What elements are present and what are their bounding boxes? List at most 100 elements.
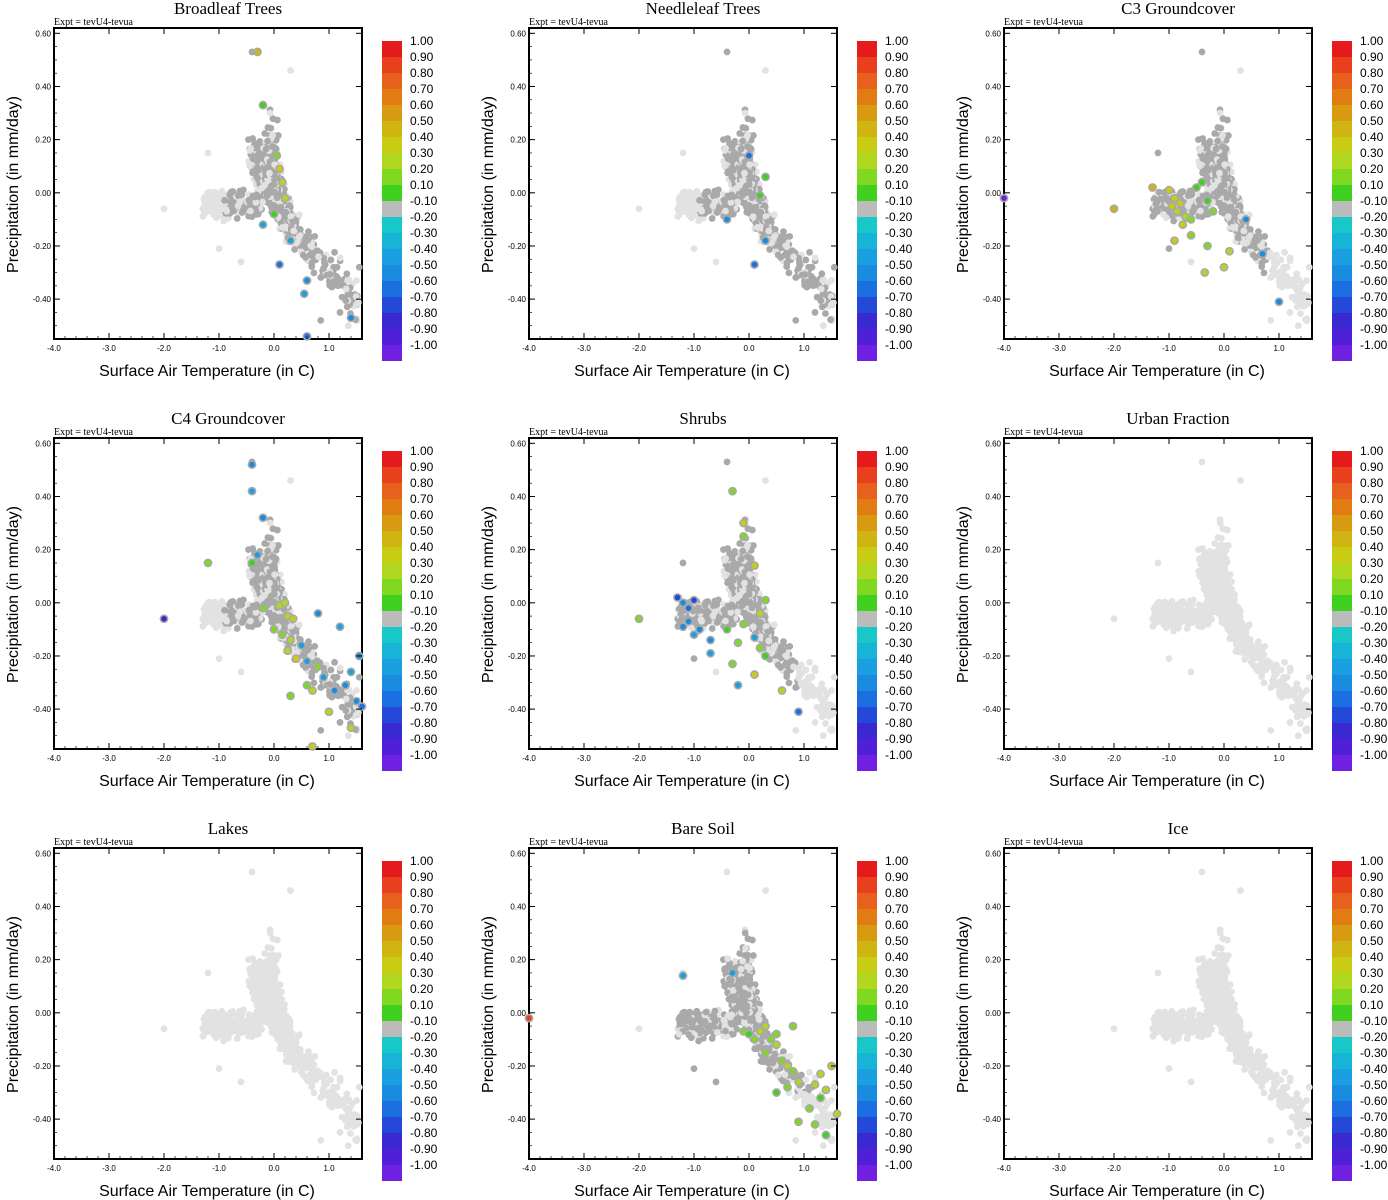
colored-point <box>1170 236 1179 246</box>
colorbar-label: 0.50 <box>410 114 434 128</box>
colored-point <box>761 172 770 182</box>
sensitive-point <box>1249 251 1257 259</box>
x-tick-label: 0.0 <box>1218 344 1230 353</box>
colorbar-swatch <box>857 153 877 169</box>
x-axis-label: Surface Air Temperature (in C) <box>1049 363 1265 380</box>
background-point <box>1196 162 1204 170</box>
colorbar-label: 0.30 <box>885 146 909 160</box>
expt-label: Expt = tevU4-tevua <box>529 17 609 28</box>
background-point <box>1286 309 1294 316</box>
background-point <box>744 131 751 139</box>
sensitive-point <box>724 135 732 142</box>
sensitive-point <box>744 143 751 150</box>
sensitive-point <box>783 259 791 267</box>
background-point <box>754 224 761 231</box>
colorbar-label: -0.30 <box>885 226 913 240</box>
background-point <box>1305 263 1313 271</box>
x-tick-label: -2.0 <box>632 344 646 353</box>
colorbar-swatch <box>382 345 402 361</box>
colored-point <box>1241 214 1251 224</box>
sensitive-point <box>308 259 316 267</box>
background-point <box>1258 243 1266 250</box>
colorbar-label: -0.20 <box>885 210 913 224</box>
plot-area <box>53 27 363 340</box>
colorbar-label: 0.20 <box>410 162 434 176</box>
sensitive-point <box>1234 234 1242 242</box>
background-point <box>1271 261 1279 269</box>
colorbar-label: 0.30 <box>410 146 434 160</box>
colorbar: 1.000.900.800.700.600.500.400.300.200.10… <box>1332 34 1388 361</box>
sensitive-point <box>1150 210 1158 218</box>
expt-label: Expt = tevU4-tevua <box>1004 17 1084 28</box>
x-tick-label: 1.0 <box>323 344 335 353</box>
colored-point <box>269 209 279 219</box>
background-point <box>1286 254 1294 262</box>
colorbar-swatch <box>1332 345 1352 361</box>
background-point <box>269 131 276 139</box>
background-point <box>234 202 242 210</box>
colored-point <box>1186 230 1196 240</box>
background-point <box>202 200 210 208</box>
colored-point <box>1200 268 1210 277</box>
x-tick-label: -1.0 <box>687 344 701 353</box>
colorbar-swatch <box>857 73 877 89</box>
colorbar: 1.000.900.800.700.600.500.400.300.200.10… <box>382 34 438 361</box>
sensitive-point <box>1224 132 1232 139</box>
sensitive-point <box>326 271 334 278</box>
sensitive-point <box>1154 149 1162 157</box>
colorbar-swatch <box>857 89 877 105</box>
background-point <box>1292 285 1300 293</box>
y-tick-label: -0.20 <box>508 242 527 251</box>
colorbar-label: -0.90 <box>885 322 913 336</box>
background-point <box>749 213 757 221</box>
colored-point <box>1225 246 1234 256</box>
colorbar-label: -0.80 <box>1360 306 1388 320</box>
y-tick-label: 0.60 <box>35 29 51 38</box>
sensitive-point <box>336 309 344 316</box>
colorbar-swatch <box>857 217 877 233</box>
colorbar-label: -0.40 <box>1360 242 1388 256</box>
colored-point <box>1186 214 1196 224</box>
colored-point <box>258 220 268 230</box>
background-point <box>689 197 697 205</box>
background-point <box>1243 239 1251 247</box>
background-point <box>811 254 819 262</box>
chart-title: Broadleaf Trees <box>174 0 282 18</box>
sensitive-point <box>238 209 246 216</box>
background-point <box>259 198 266 206</box>
background-point <box>1281 248 1288 256</box>
sensitive-point <box>342 297 350 305</box>
colorbar-label: -0.10 <box>885 194 913 208</box>
colorbar-label: 0.80 <box>1360 66 1384 80</box>
background-point <box>762 67 769 74</box>
sensitive-point <box>728 173 736 181</box>
background-point <box>1229 224 1236 231</box>
sensitive-point <box>233 215 241 222</box>
sensitive-point <box>1258 259 1266 267</box>
background-point <box>1240 227 1248 235</box>
colored-point <box>1109 204 1119 214</box>
background-point <box>1267 316 1275 324</box>
colorbar-label: -1.00 <box>410 338 438 352</box>
colorbar-swatch <box>1332 217 1352 233</box>
background-point <box>1297 310 1304 317</box>
background-point <box>741 109 749 117</box>
sensitive-point <box>801 271 809 278</box>
sensitive-point <box>1211 130 1219 137</box>
colorbar-label: -0.60 <box>885 274 913 288</box>
colorbar-swatch <box>382 201 402 217</box>
colorbar-label: -1.00 <box>1360 338 1388 352</box>
colorbar-label: -0.60 <box>410 274 438 288</box>
colorbar-label: 0.60 <box>885 98 909 112</box>
y-tick-label: -0.20 <box>33 242 52 251</box>
x-tick-label: -2.0 <box>1107 344 1121 353</box>
sensitive-point <box>289 218 297 226</box>
sensitive-point <box>262 145 270 153</box>
colorbar-label: -0.70 <box>410 290 438 304</box>
background-point <box>817 285 825 293</box>
colorbar-swatch <box>857 233 877 249</box>
sensitive-point <box>727 157 735 164</box>
sensitive-point <box>1195 196 1203 204</box>
